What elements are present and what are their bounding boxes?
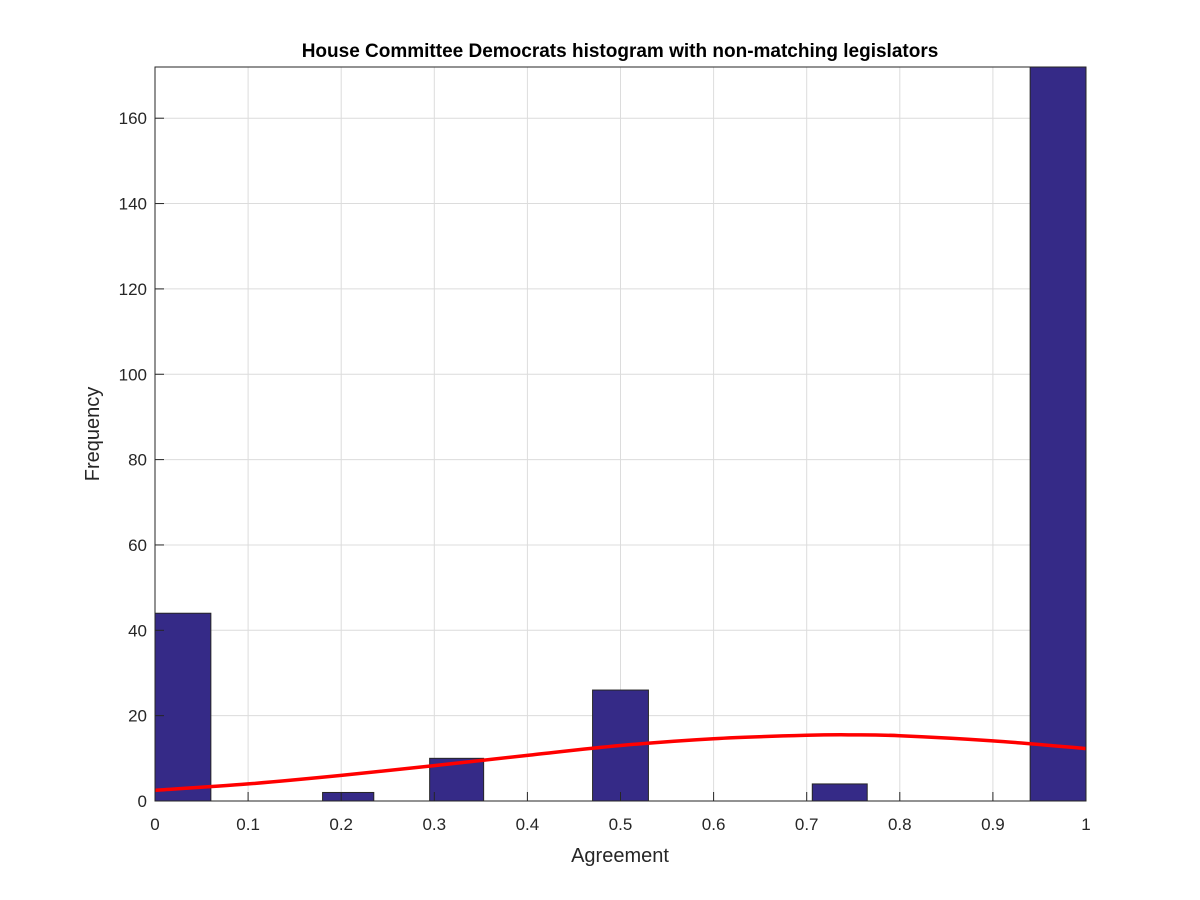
x-tick-label: 0.4 [516, 815, 540, 834]
y-tick-label: 100 [119, 365, 147, 384]
histogram-bar [811, 783, 868, 802]
axis-ticks: 0 0.1 0.2 0.3 0.4 0.5 0.6 0.7 0.8 0.9 1 0 20 40 60 80 10… [119, 109, 1091, 834]
fit-curve-line [154, 733, 1087, 793]
y-tick-label: 120 [119, 280, 147, 299]
x-tick-label: 1 [1081, 815, 1090, 834]
histogram-bar [154, 612, 212, 802]
x-tick-label: 0.2 [329, 815, 353, 834]
x-tick-label: 0.9 [981, 815, 1005, 834]
y-tick-label: 140 [119, 195, 147, 214]
y-tick-label: 80 [128, 451, 147, 470]
y-tick-label: 20 [128, 707, 147, 726]
y-tick-label: 60 [128, 536, 147, 555]
x-tick-label: 0 [150, 815, 159, 834]
x-tick-label: 0.7 [795, 815, 819, 834]
x-tick-label: 0.3 [422, 815, 446, 834]
y-axis-label: Frequency [82, 387, 104, 482]
histogram-bars [154, 66, 1087, 802]
x-tick-label: 0.6 [702, 815, 726, 834]
x-axis-label: Agreement [571, 845, 669, 867]
x-tick-label: 0.8 [888, 815, 912, 834]
chart-title: House Committee Democrats histogram with… [302, 41, 939, 62]
fit-curve-group [154, 733, 1087, 793]
y-tick-label: 0 [138, 792, 147, 811]
histogram-bar [1029, 66, 1087, 802]
x-tick-label: 0.1 [236, 815, 260, 834]
y-tick-label: 160 [119, 109, 147, 128]
x-tick-label: 0.5 [609, 815, 633, 834]
y-tick-label: 40 [128, 621, 147, 640]
histogram-bar [322, 791, 375, 802]
